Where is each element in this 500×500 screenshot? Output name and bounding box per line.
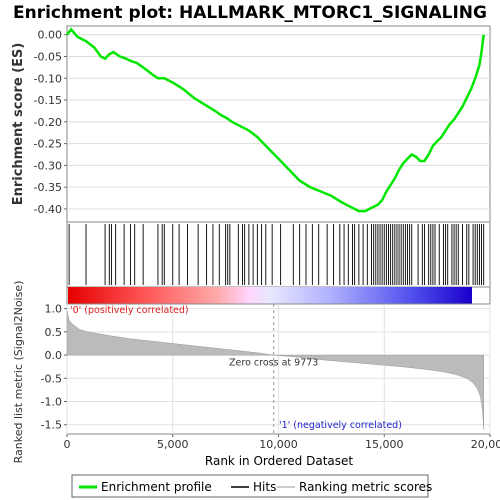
es-tick-label: -0.30 xyxy=(34,159,62,172)
es-tick-label: -0.40 xyxy=(34,203,62,216)
metric-tick-label: 0.0 xyxy=(45,349,63,362)
metric-y-ticks: 1.0 0.5 0.0 -0.5 -1.0 -1.5 xyxy=(41,303,67,432)
chart-title: Enrichment plot: HALLMARK_MTORC1_SIGNALI… xyxy=(13,3,487,23)
es-tick-label: -0.35 xyxy=(34,181,62,194)
metric-tick-label: -1.5 xyxy=(41,419,62,432)
metric-tick-label: 1.0 xyxy=(45,303,63,316)
metric-tick-label: 0.5 xyxy=(45,326,63,339)
x-tick-label: 5,000 xyxy=(157,438,189,451)
x-tick-label: 10,000 xyxy=(259,438,298,451)
metric-panel: '0' (positively correlated) Zero cross a… xyxy=(12,281,500,468)
negative-correlation-label: '1' (negatively correlated) xyxy=(279,420,402,431)
ranking-metric-area xyxy=(66,310,484,430)
hits-panel xyxy=(66,221,491,288)
rank-color-gradient xyxy=(68,287,472,304)
legend-hits-label: Hits xyxy=(253,480,276,494)
es-tick-label: -0.20 xyxy=(34,116,62,129)
x-tick-label: 15,000 xyxy=(365,438,404,451)
es-tick-label: 0.00 xyxy=(38,29,63,42)
hit-marks xyxy=(68,224,485,285)
es-panel: 0.00 -0.05 -0.10 -0.15 -0.20 -0.25 -0.30 -0.35 -… xyxy=(11,25,491,223)
es-tick-label: -0.05 xyxy=(34,50,62,63)
legend: Enrichment profile Hits Ranking metric s… xyxy=(71,474,432,498)
metric-y-axis-label: Ranked list metric (Signal2Noise) xyxy=(12,281,25,464)
x-ticks: 0 5,000 10,000 15,000 20,000 xyxy=(64,434,500,451)
x-axis-label: Rank in Ordered Dataset xyxy=(205,454,353,468)
legend-metric-label: Ranking metric scores xyxy=(299,480,432,494)
enrichment-profile-line xyxy=(66,27,485,213)
metric-tick-label: -1.0 xyxy=(41,396,62,409)
es-tick-label: -0.10 xyxy=(34,72,62,85)
positive-correlation-label: '0' (positively correlated) xyxy=(70,305,189,316)
metric-grid xyxy=(66,304,491,434)
es-tick-label: -0.15 xyxy=(34,94,62,107)
x-tick-label: 20,000 xyxy=(471,438,500,451)
zero-cross-label: Zero cross at 9773 xyxy=(229,357,318,368)
metric-tick-label: -0.5 xyxy=(41,372,62,385)
es-grid xyxy=(67,34,490,210)
x-tick-label: 0 xyxy=(64,438,71,451)
es-y-axis-label: Enrichment score (ES) xyxy=(11,43,26,206)
es-tick-label: -0.25 xyxy=(34,138,62,151)
legend-enrichment-label: Enrichment profile xyxy=(101,480,212,494)
es-y-ticks: 0.00 -0.05 -0.10 -0.15 -0.20 -0.25 -0.30 -0.35 -… xyxy=(34,29,67,216)
